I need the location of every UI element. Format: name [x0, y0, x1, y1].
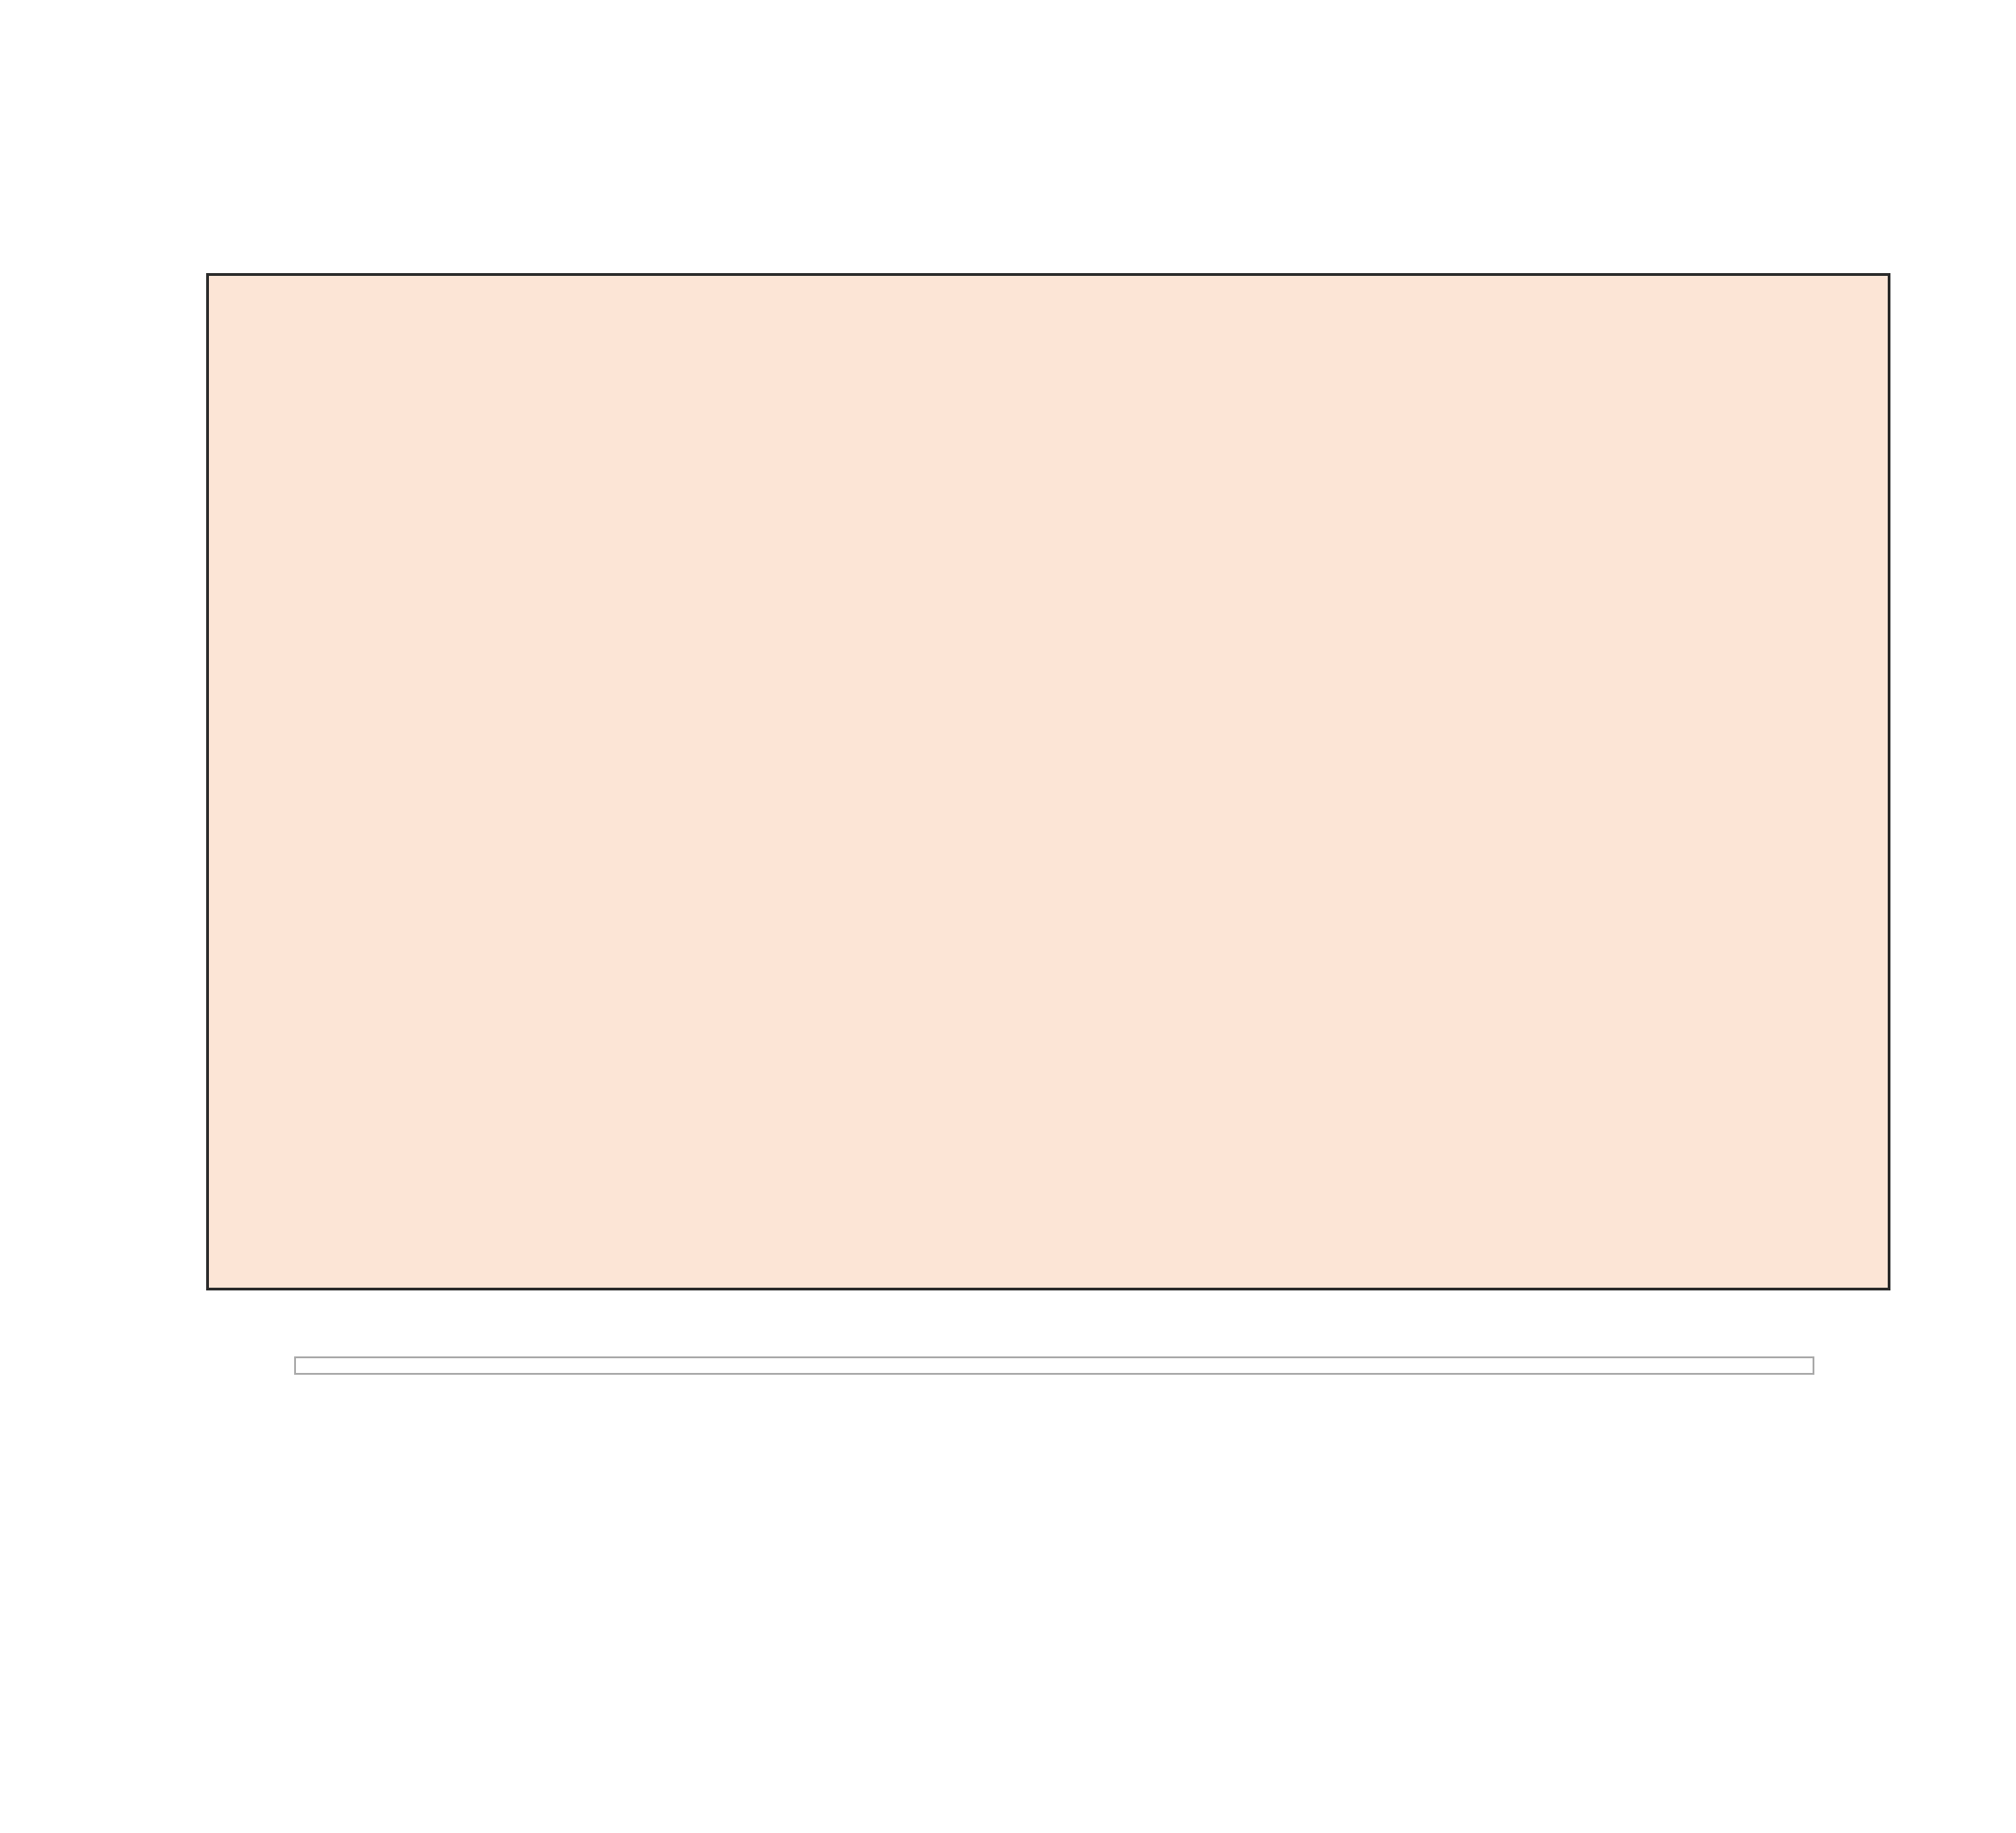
map-plot-area — [209, 276, 1888, 1288]
colorbar — [296, 1358, 1813, 1373]
country-borders-canvas — [209, 276, 1888, 1288]
